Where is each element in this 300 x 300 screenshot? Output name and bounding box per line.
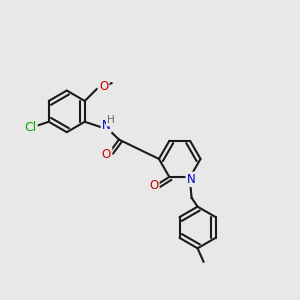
Text: O: O [149,179,158,192]
Text: O: O [99,80,108,93]
Text: O: O [102,148,111,161]
Text: Cl: Cl [24,121,37,134]
Text: H: H [107,115,115,125]
Text: N: N [102,119,111,132]
Text: N: N [187,173,195,186]
